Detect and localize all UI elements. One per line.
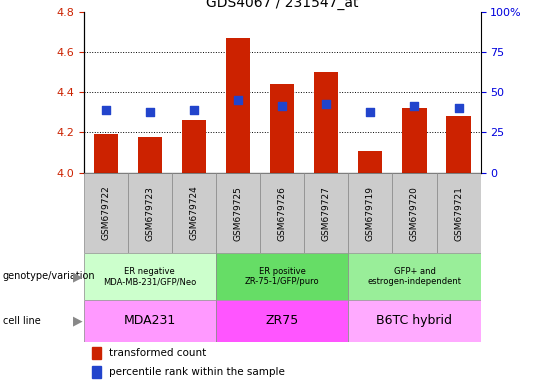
Bar	[216, 253, 348, 300]
Text: GSM679724: GSM679724	[190, 186, 199, 240]
Text: MDA231: MDA231	[124, 314, 176, 327]
Text: cell line: cell line	[3, 316, 40, 326]
Bar	[93, 134, 118, 173]
Title: GDS4067 / 231547_at: GDS4067 / 231547_at	[206, 0, 359, 10]
Bar	[348, 300, 481, 342]
Bar	[216, 173, 260, 253]
Text: ▶: ▶	[73, 314, 83, 327]
Text: GSM679727: GSM679727	[322, 186, 330, 240]
Text: ZR75: ZR75	[266, 314, 299, 327]
Text: GSM679725: GSM679725	[234, 186, 242, 240]
Bar	[92, 347, 101, 359]
Bar	[226, 38, 250, 173]
Text: ER negative
MDA-MB-231/GFP/Neo: ER negative MDA-MB-231/GFP/Neo	[103, 267, 197, 286]
Bar	[270, 84, 294, 173]
Bar	[348, 173, 393, 253]
Text: GSM679723: GSM679723	[145, 186, 154, 240]
Point	[366, 109, 375, 115]
Point	[102, 107, 110, 113]
Text: GSM679721: GSM679721	[454, 186, 463, 240]
Bar	[402, 108, 427, 173]
Text: GSM679722: GSM679722	[102, 186, 110, 240]
Bar	[172, 173, 216, 253]
Bar	[92, 366, 101, 378]
Bar	[138, 137, 162, 173]
Bar	[393, 173, 436, 253]
Point	[190, 107, 198, 113]
Text: transformed count: transformed count	[109, 348, 206, 358]
Bar	[84, 300, 216, 342]
Point	[322, 101, 330, 107]
Bar	[447, 116, 471, 173]
Text: GSM679719: GSM679719	[366, 185, 375, 241]
Text: GFP+ and
estrogen-independent: GFP+ and estrogen-independent	[367, 267, 462, 286]
Text: ▶: ▶	[73, 270, 83, 283]
Bar	[84, 253, 216, 300]
Bar	[216, 300, 348, 342]
Point	[278, 103, 287, 109]
Text: genotype/variation: genotype/variation	[3, 271, 96, 281]
Bar	[260, 173, 304, 253]
Text: GSM679726: GSM679726	[278, 186, 287, 240]
Point	[146, 109, 154, 115]
Text: ER positive
ZR-75-1/GFP/puro: ER positive ZR-75-1/GFP/puro	[245, 267, 320, 286]
Point	[410, 103, 419, 109]
Bar	[304, 173, 348, 253]
Bar	[314, 72, 339, 173]
Bar	[358, 151, 382, 173]
Bar	[348, 253, 481, 300]
Point	[454, 105, 463, 111]
Bar	[128, 173, 172, 253]
Text: GSM679720: GSM679720	[410, 186, 419, 240]
Bar	[436, 173, 481, 253]
Text: percentile rank within the sample: percentile rank within the sample	[109, 367, 285, 377]
Text: B6TC hybrid: B6TC hybrid	[376, 314, 453, 327]
Bar	[182, 121, 206, 173]
Bar	[84, 173, 128, 253]
Point	[234, 97, 242, 103]
